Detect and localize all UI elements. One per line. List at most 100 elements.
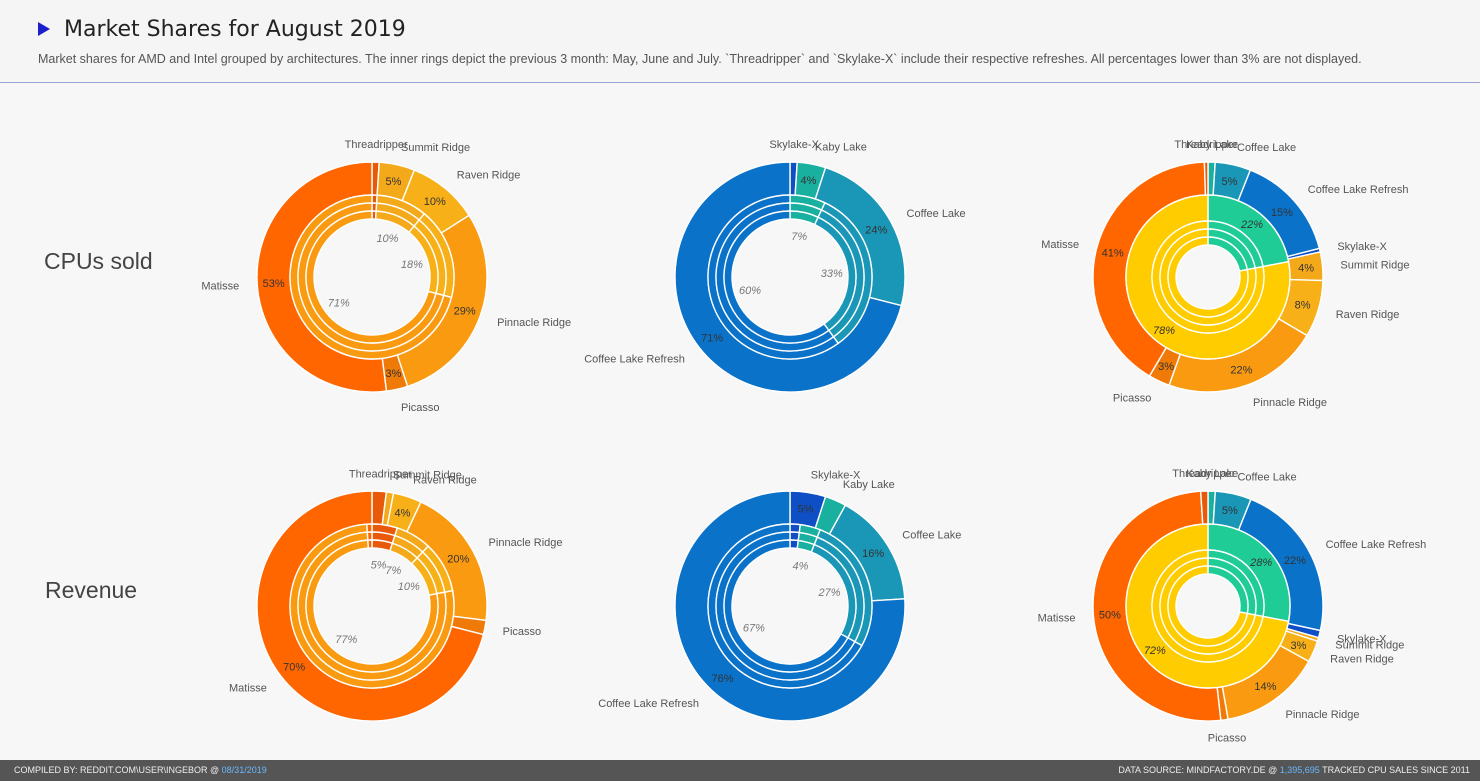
chart-0-august-label-4: 3%	[386, 368, 402, 380]
chart-0-category-label-threadripper: Threadripper	[345, 139, 408, 151]
chart-5-category-label-coffee-lake-refresh: Coffee Lake Refresh	[1326, 539, 1427, 551]
chart-5-august-label-5: 3%	[1291, 640, 1307, 652]
chart-3-month-1-slice-5	[366, 523, 373, 533]
chart-5-category-label-coffee-lake: Coffee Lake	[1237, 471, 1296, 483]
chart-3-inner-label-2: 10%	[398, 581, 420, 593]
chart-0-august-label-1: 5%	[386, 176, 402, 188]
chart-3-category-label-summit-ridge: Summit Ridge	[393, 470, 462, 482]
title-row: Market Shares for August 2019	[38, 14, 406, 44]
footer-compiled-text: COMPILED BY: REDDIT.COM\USER\INGEBOR @	[14, 765, 222, 775]
row-label-revenue: Revenue	[45, 577, 138, 603]
chart-0-inner-label-3: 71%	[328, 298, 350, 310]
chart-5-august-label-2: 22%	[1284, 555, 1306, 567]
chart-1-august-label-2: 24%	[865, 225, 887, 237]
charts-canvas: 5%10%29%3%53%10%18%71%ThreadripperSummit…	[201, 139, 1427, 745]
chart-4-august-label-3: 76%	[712, 673, 734, 685]
chart-3-category-label-threadripper: Threadripper	[349, 468, 412, 480]
chart-3-inner-label-1: 7%	[385, 565, 401, 577]
chart-4-inner-label-1: 4%	[792, 560, 808, 572]
chart-3-category-label-matisse: Matisse	[229, 683, 267, 695]
chart-5-vendor-month-3-slice-1	[1167, 565, 1249, 647]
chart-1-category-label-coffee-lake: Coffee Lake	[907, 208, 966, 220]
chart-0-august-label-3: 29%	[454, 305, 476, 317]
chart-1-category-label-skylake-x: Skylake-X	[769, 139, 819, 151]
footer-compiled: COMPILED BY: REDDIT.COM\USER\INGEBOR @ 0…	[14, 760, 267, 781]
chart-4-august-label-2: 16%	[862, 548, 884, 560]
chart-2-category-label-summit-ridge: Summit Ridge	[1340, 259, 1409, 271]
chart-2-august-label-1: 5%	[1222, 176, 1238, 188]
chart-5-august-label-6: 14%	[1254, 681, 1276, 693]
chart-1-month-3-slice-3	[723, 210, 830, 344]
chart-0-category-label-summit-ridge: Summit Ridge	[401, 142, 470, 154]
row-label-cpus-sold: CPUs sold	[44, 248, 153, 274]
chart-2-august-label-7: 3%	[1158, 361, 1174, 373]
footer-source-suffix: TRACKED CPU SALES SINCE 2011	[1319, 765, 1470, 775]
chart-2-category-label-threadripper: Threadripper	[1174, 139, 1237, 151]
chart-5-august-label-1: 5%	[1222, 505, 1238, 517]
chart-4-inner-label-3: 67%	[743, 622, 765, 634]
chart-2-category-label-skylake-x: Skylake-X	[1337, 241, 1387, 253]
chart-3-inner-label-3: 77%	[335, 634, 357, 646]
chart-3-month-2-slice-5	[366, 531, 373, 541]
chart-2-august-label-8: 41%	[1102, 248, 1124, 260]
chart-4-category-label-coffee-lake-refresh: Coffee Lake Refresh	[598, 698, 699, 710]
chart-2-vendor-label-amd: 78%	[1153, 325, 1175, 337]
chart-5-category-label-threadripper: Threadripper	[1172, 468, 1235, 480]
chart-4-inner-label-2: 27%	[818, 587, 841, 599]
chart-1-august-label-1: 4%	[801, 175, 817, 187]
chart-5-august-slice-9	[1199, 490, 1209, 525]
footer-source: DATA SOURCE: MINDFACTORY.DE @ 1,395,695 …	[1118, 760, 1470, 781]
chart-0-category-label-raven-ridge: Raven Ridge	[457, 170, 521, 182]
footer-compiled-date: 08/31/2019	[221, 765, 267, 775]
chart-2-category-label-pinnacle-ridge: Pinnacle Ridge	[1253, 397, 1327, 409]
chart-0-august-label-5: 53%	[263, 278, 285, 290]
chart-0-inner-label-2: 18%	[401, 259, 423, 271]
chart-0-august-label-2: 10%	[424, 196, 446, 208]
footer-source-count: 1,395,695	[1279, 765, 1320, 775]
chart-5-vendor-label-amd: 72%	[1144, 645, 1166, 657]
chart-2-august-label-2: 15%	[1271, 207, 1293, 219]
chart-4-category-label-coffee-lake: Coffee Lake	[902, 530, 961, 542]
chart-3-august-label-3: 20%	[447, 554, 469, 566]
chart-5-category-label-matisse: Matisse	[1038, 613, 1076, 625]
chart-5-category-label-kaby-lake: Kaby Lake	[1186, 468, 1238, 480]
chart-1-august-label-3: 71%	[701, 332, 723, 344]
chart-2-category-label-coffee-lake: Coffee Lake	[1237, 142, 1296, 154]
chart-2-august-label-5: 8%	[1295, 299, 1311, 311]
chart-3-month-3-slice-5	[367, 539, 373, 549]
chart-5-category-label-raven-ridge: Raven Ridge	[1330, 654, 1394, 666]
chart-1-inner-label-1: 7%	[791, 231, 807, 243]
chart-5-august-label-8: 50%	[1099, 610, 1121, 622]
page-subtitle: Market shares for AMD and Intel grouped …	[38, 52, 1362, 66]
chart-5-category-label-skylake-x: Skylake-X	[1337, 634, 1387, 646]
chart-0-inner-label-1: 10%	[376, 233, 398, 245]
chart-2-august-slice-9	[1203, 161, 1209, 196]
chart-3-month-3-slice-0	[371, 539, 394, 552]
play-triangle-icon	[38, 22, 50, 36]
chart-2-vendor-label-intel: 22%	[1240, 219, 1263, 231]
chart-1-category-label-coffee-lake-refresh: Coffee Lake Refresh	[584, 354, 685, 366]
chart-3-inner-label-0: 5%	[371, 560, 387, 572]
chart-3-august-label-2: 4%	[394, 507, 410, 519]
chart-5-category-label-picasso: Picasso	[1208, 733, 1247, 745]
chart-2-category-label-picasso: Picasso	[1113, 392, 1152, 404]
chart-3-august-label-5: 70%	[283, 661, 305, 673]
chart-1-inner-label-2: 33%	[821, 268, 843, 280]
chart-0-month-3-slice-3	[305, 210, 437, 344]
chart-2-august-label-6: 22%	[1230, 365, 1252, 377]
page-title: Market Shares for August 2019	[64, 16, 406, 42]
chart-2-vendor-month-3-slice-1	[1167, 236, 1249, 318]
header: Market Shares for August 2019 Market sha…	[0, 0, 1480, 83]
chart-5-category-label-pinnacle-ridge: Pinnacle Ridge	[1285, 709, 1359, 721]
chart-4-category-label-kaby-lake: Kaby Lake	[843, 479, 895, 491]
chart-0-category-label-picasso: Picasso	[401, 402, 440, 414]
chart-4-august-label-0: 5%	[797, 504, 813, 516]
chart-3-category-label-raven-ridge: Raven Ridge	[413, 475, 477, 487]
chart-5-category-label-summit-ridge: Summit Ridge	[1335, 640, 1404, 652]
chart-5-vendor-label-intel: 28%	[1249, 557, 1272, 569]
chart-3-category-label-picasso: Picasso	[503, 626, 542, 638]
chart-2-category-label-matisse: Matisse	[1041, 239, 1079, 251]
chart-1-category-label-kaby-lake: Kaby Lake	[815, 141, 867, 153]
chart-4-category-label-skylake-x: Skylake-X	[811, 470, 861, 482]
chart-2-category-label-coffee-lake-refresh: Coffee Lake Refresh	[1308, 184, 1409, 196]
